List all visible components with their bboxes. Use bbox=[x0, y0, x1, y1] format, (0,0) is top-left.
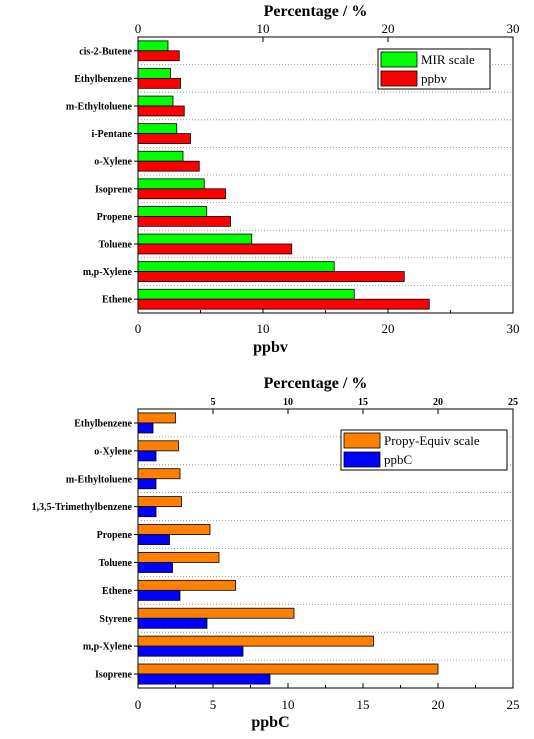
x-tick-label: 20 bbox=[382, 321, 395, 336]
bar-conc bbox=[137, 422, 154, 434]
category-label: Styrene bbox=[99, 614, 132, 625]
category-label: o-Xylene bbox=[94, 157, 132, 168]
bar-scale bbox=[137, 552, 220, 563]
x-axis-title: ppbv bbox=[253, 339, 288, 356]
legend-label: ppbv bbox=[421, 71, 448, 86]
bar-scale bbox=[137, 663, 439, 675]
bar-conc bbox=[137, 298, 430, 310]
legend-swatch bbox=[343, 451, 381, 468]
bar-scale bbox=[137, 468, 181, 480]
category-label: Ethene bbox=[102, 295, 133, 306]
x2-axis-title: Percentage / % bbox=[264, 375, 368, 392]
bar-conc bbox=[137, 50, 180, 62]
category-label: Toluene bbox=[98, 240, 132, 251]
category-label: Isoprene bbox=[95, 670, 133, 681]
category-label: Ethylbenzene bbox=[74, 74, 132, 85]
bar-conc bbox=[137, 450, 157, 462]
bar-conc bbox=[137, 243, 293, 255]
bar-scale bbox=[137, 123, 178, 135]
bar-conc bbox=[137, 534, 170, 545]
bar-conc bbox=[137, 617, 208, 629]
category-label: m-Ethyltoluene bbox=[66, 474, 133, 485]
bar-scale bbox=[137, 95, 174, 107]
bar-scale bbox=[137, 206, 208, 217]
legend-label: MIR scale bbox=[421, 52, 475, 67]
bar-conc bbox=[137, 478, 157, 490]
x2-tick-label: 25 bbox=[508, 397, 518, 408]
bar-scale bbox=[137, 412, 176, 424]
x-tick-label: 0 bbox=[135, 321, 142, 336]
x-tick-label: 10 bbox=[257, 321, 270, 336]
bar-conc bbox=[137, 160, 200, 172]
x-tick-label: 5 bbox=[210, 697, 217, 712]
chart-bottom: Isoprene m,p-Xylene Styrene Ethene Toluene Pr… bbox=[32, 375, 520, 731]
x2-tick-label: 15 bbox=[358, 397, 368, 408]
bar-scale bbox=[137, 68, 171, 79]
bar-conc bbox=[137, 645, 244, 657]
bar-conc bbox=[137, 589, 181, 601]
x-tick-label: 0 bbox=[135, 697, 142, 712]
category-label: o-Xylene bbox=[94, 446, 132, 457]
x2-tick-label: 20 bbox=[433, 397, 443, 408]
bar-scale bbox=[137, 178, 205, 190]
bar-conc bbox=[137, 271, 405, 282]
x-axis-title: ppbC bbox=[251, 714, 289, 731]
bar-conc bbox=[137, 78, 181, 89]
legend-label: ppbC bbox=[384, 452, 412, 467]
category-label: 1,3,5-Trimethylbenzene bbox=[32, 502, 133, 513]
x2-tick-label: 5 bbox=[211, 397, 216, 408]
x-tick-label: 30 bbox=[507, 321, 520, 336]
bar-scale bbox=[137, 288, 355, 300]
legend-label: Propy-Equiv scale bbox=[384, 433, 480, 448]
bar-scale bbox=[137, 635, 374, 647]
bar-scale bbox=[137, 579, 236, 591]
bar-scale bbox=[137, 524, 211, 535]
bar-scale bbox=[137, 261, 335, 273]
bar-scale bbox=[137, 440, 179, 452]
x-tick-label: 20 bbox=[432, 697, 445, 712]
category-label: Toluene bbox=[98, 558, 132, 569]
category-label: m-Ethyltoluene bbox=[66, 102, 133, 113]
x2-tick-label: 0 bbox=[135, 21, 142, 36]
x2-tick-label: 30 bbox=[507, 21, 520, 36]
bar-scale bbox=[137, 40, 169, 52]
legend-swatch bbox=[380, 70, 418, 87]
bar-conc bbox=[137, 673, 271, 685]
bar-scale bbox=[137, 607, 295, 619]
x-tick-label: 25 bbox=[507, 697, 520, 712]
chart-top: Ethene m,p-Xylene Toluene Propene Isoprene o-… bbox=[66, 3, 520, 356]
bar-conc bbox=[137, 506, 157, 518]
x2-axis-title: Percentage / % bbox=[264, 3, 368, 20]
x-tick-label: 10 bbox=[282, 697, 295, 712]
category-label: Ethene bbox=[102, 586, 133, 597]
x-tick-label: 15 bbox=[357, 697, 370, 712]
bar-scale bbox=[137, 233, 253, 245]
bar-conc bbox=[137, 105, 185, 117]
legend-swatch bbox=[343, 432, 381, 449]
category-label: Isoprene bbox=[95, 184, 133, 195]
bar-conc bbox=[137, 562, 173, 573]
category-label: i-Pentane bbox=[91, 129, 132, 140]
category-label: Ethylbenzene bbox=[74, 418, 132, 429]
bar-scale bbox=[137, 150, 184, 162]
bar-conc bbox=[137, 215, 231, 227]
legend-swatch bbox=[380, 51, 418, 68]
category-label: m,p-Xylene bbox=[83, 267, 133, 278]
x2-tick-label: 20 bbox=[382, 21, 395, 36]
x2-tick-label: 10 bbox=[257, 21, 270, 36]
category-label: cis-2-Butene bbox=[79, 46, 132, 57]
bar-conc bbox=[137, 133, 191, 144]
x2-tick-label: 10 bbox=[283, 397, 293, 408]
category-label: Propene bbox=[97, 212, 133, 223]
category-label: Propene bbox=[97, 530, 133, 541]
bar-scale bbox=[137, 496, 182, 508]
category-label: m,p-Xylene bbox=[83, 642, 133, 653]
bar-conc bbox=[137, 188, 226, 200]
